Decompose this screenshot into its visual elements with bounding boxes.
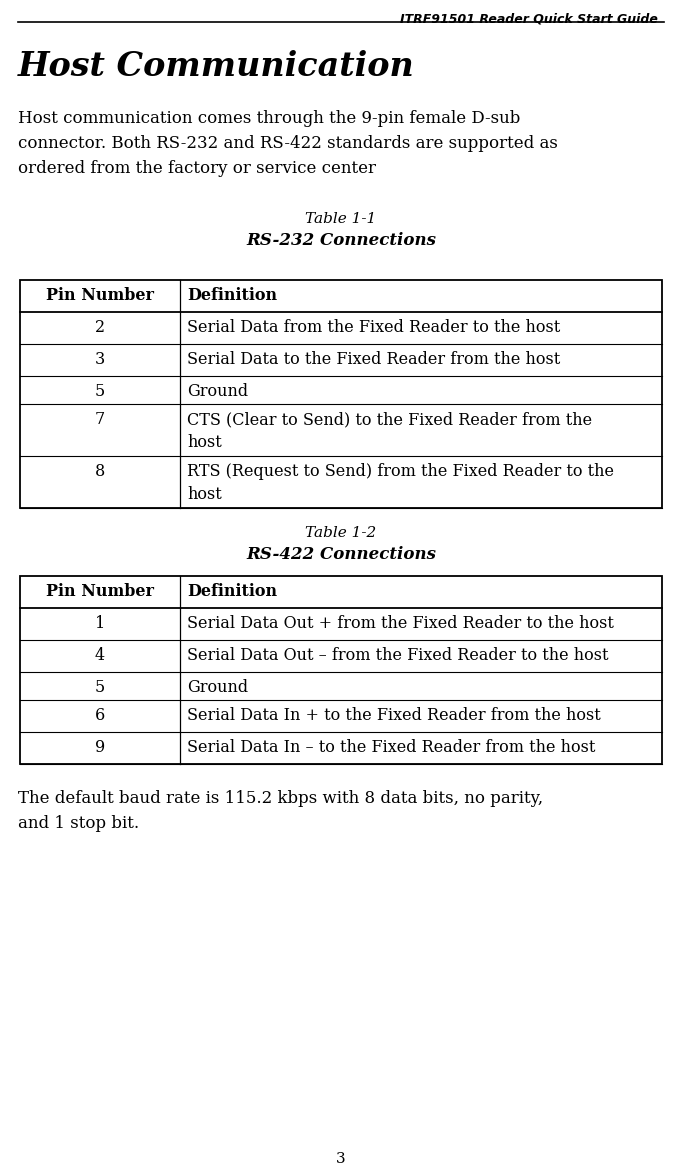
Text: Definition: Definition	[187, 582, 277, 600]
Text: 8: 8	[95, 463, 105, 480]
Text: Serial Data Out + from the Fixed Reader to the host: Serial Data Out + from the Fixed Reader …	[187, 615, 614, 631]
Text: Pin Number: Pin Number	[46, 287, 154, 304]
Text: Serial Data In + to the Fixed Reader from the host: Serial Data In + to the Fixed Reader fro…	[187, 707, 601, 723]
Text: 3: 3	[336, 1152, 346, 1165]
Text: 2: 2	[95, 319, 105, 336]
Text: Definition: Definition	[187, 287, 277, 304]
Text: Table 1-2: Table 1-2	[306, 527, 376, 541]
Text: Host Communication: Host Communication	[18, 50, 415, 83]
Text: RTS (Request to Send) from the Fixed Reader to the
host: RTS (Request to Send) from the Fixed Rea…	[187, 463, 614, 503]
Text: The default baud rate is 115.2 kbps with 8 data bits, no parity,
and 1 stop bit.: The default baud rate is 115.2 kbps with…	[18, 790, 543, 832]
Text: RS-232 Connections: RS-232 Connections	[246, 232, 436, 249]
Text: ITRF91501 Reader Quick Start Guide: ITRF91501 Reader Quick Start Guide	[400, 13, 658, 26]
Text: 4: 4	[95, 647, 105, 664]
Text: Pin Number: Pin Number	[46, 582, 154, 600]
Bar	[20, 576, 662, 764]
Text: Serial Data In – to the Fixed Reader from the host: Serial Data In – to the Fixed Reader fro…	[187, 739, 595, 756]
Text: RS-422 Connections: RS-422 Connections	[246, 546, 436, 563]
Text: Ground: Ground	[187, 679, 248, 696]
Text: Table 1-1: Table 1-1	[306, 212, 376, 226]
Text: 1: 1	[95, 615, 105, 631]
Text: Serial Data Out – from the Fixed Reader to the host: Serial Data Out – from the Fixed Reader …	[187, 647, 608, 664]
Text: Serial Data to the Fixed Reader from the host: Serial Data to the Fixed Reader from the…	[187, 351, 560, 368]
Text: Ground: Ground	[187, 383, 248, 400]
Text: Serial Data from the Fixed Reader to the host: Serial Data from the Fixed Reader to the…	[187, 319, 560, 336]
Text: 7: 7	[95, 411, 105, 428]
Text: 3: 3	[95, 351, 105, 368]
Text: 6: 6	[95, 707, 105, 723]
Text: 5: 5	[95, 383, 105, 400]
Text: Host communication comes through the 9-pin female D-sub
connector. Both RS-232 a: Host communication comes through the 9-p…	[18, 110, 558, 177]
Text: CTS (Clear to Send) to the Fixed Reader from the
host: CTS (Clear to Send) to the Fixed Reader …	[187, 411, 592, 451]
Text: 5: 5	[95, 679, 105, 696]
Bar	[20, 280, 662, 508]
Text: 9: 9	[95, 739, 105, 756]
